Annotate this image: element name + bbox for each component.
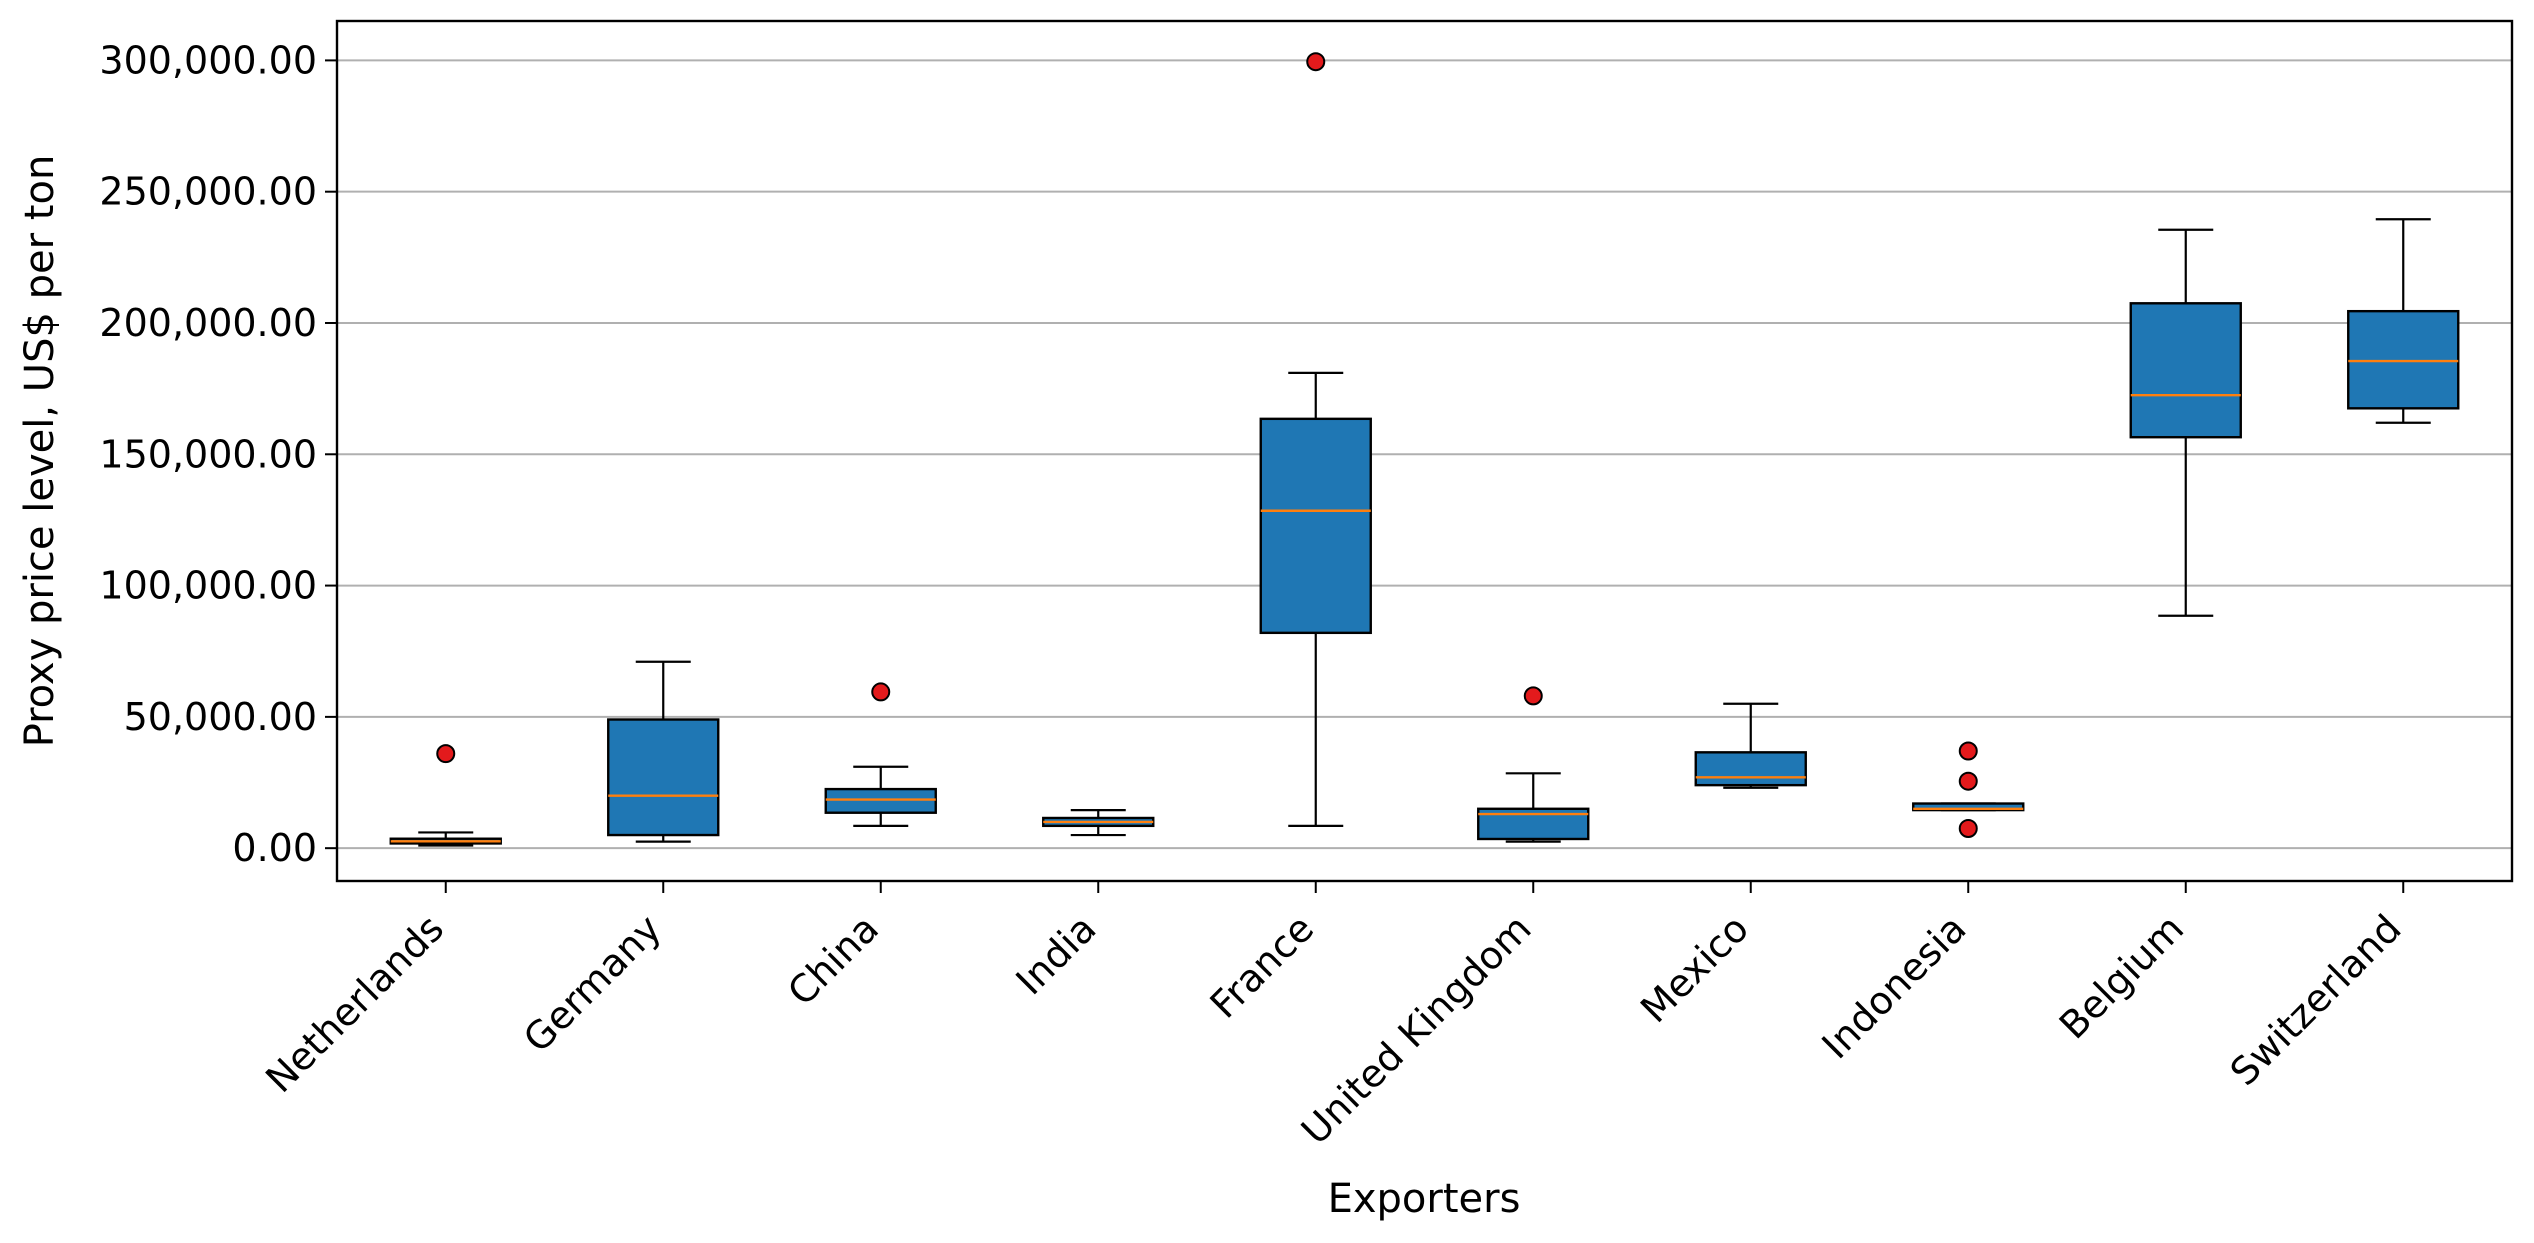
- plot-area-frame: [335, 19, 2514, 883]
- y-axis: 0.00 50,000.00 100,000.00 150,000.00 200,000…: [99, 38, 337, 870]
- outlier-point: [436, 744, 456, 764]
- box-netherlands: [389, 744, 502, 847]
- box-body: [1694, 751, 1807, 787]
- box-france: [1259, 52, 1372, 827]
- y-tick-label: 200,000.00: [99, 301, 317, 345]
- box-united-kingdom: [1477, 686, 1590, 843]
- y-tick-label: 250,000.00: [99, 170, 317, 214]
- outlier-point: [1958, 741, 1978, 761]
- y-tick-label: 100,000.00: [99, 564, 317, 608]
- box-china: [824, 682, 937, 827]
- box-body: [1259, 417, 1372, 635]
- box-body: [2129, 302, 2242, 439]
- box-body: [607, 718, 720, 837]
- outlier-point: [1958, 818, 1978, 838]
- outlier-point: [1523, 686, 1543, 706]
- box-germany: [607, 660, 720, 843]
- box-body: [2347, 309, 2460, 410]
- box-switzerland: [2347, 218, 2460, 424]
- y-axis-title: Proxy price level, US$ per ton: [17, 155, 63, 748]
- y-tick-label: 50,000.00: [124, 695, 317, 739]
- y-tick-label: 0.00: [232, 826, 317, 870]
- y-tick-label: 150,000.00: [99, 432, 317, 476]
- outlier-point: [1306, 52, 1326, 72]
- box-body: [824, 787, 937, 814]
- box-mexico: [1694, 702, 1807, 789]
- box-india: [1042, 808, 1155, 837]
- box-body: [1912, 802, 2025, 812]
- outlier-point: [1958, 771, 1978, 791]
- x-axis-title: Exporters: [1328, 1176, 1521, 1222]
- y-tick-label: 300,000.00: [99, 38, 317, 82]
- boxes-layer: [389, 52, 2460, 847]
- box-belgium: [2129, 228, 2242, 617]
- grid-lines: [337, 59, 2512, 850]
- outlier-point: [871, 682, 891, 702]
- box-indonesia: [1912, 741, 2025, 838]
